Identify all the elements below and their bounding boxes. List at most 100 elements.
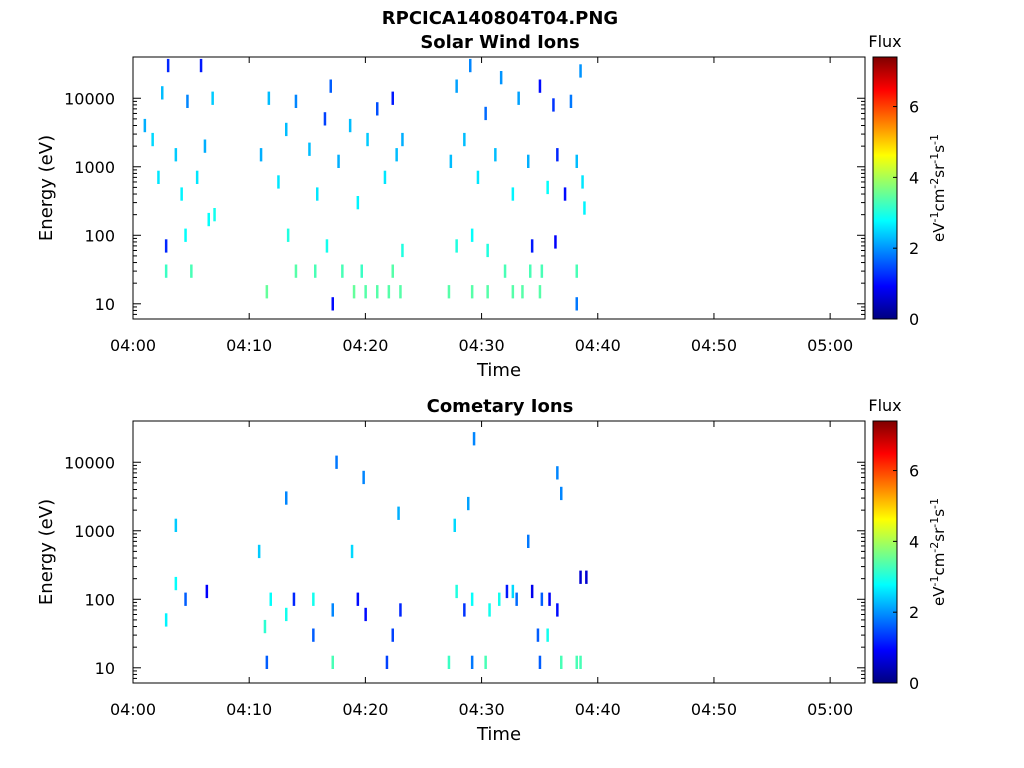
flux-cell <box>540 592 544 606</box>
colorbar-tick-label: 6 <box>909 98 919 117</box>
flux-cell <box>151 132 154 147</box>
flux-cell <box>447 285 451 299</box>
colorbar-title: Flux <box>868 32 901 51</box>
x-tick-label: 04:50 <box>691 700 737 719</box>
flux-cell <box>511 187 515 201</box>
y-tick-label: 10 <box>95 295 115 314</box>
flux-cell <box>569 94 573 108</box>
flux-cell <box>265 655 269 669</box>
flux-cell <box>341 264 344 278</box>
flux-cell <box>356 196 360 210</box>
colorbar-title: Flux <box>868 396 901 415</box>
x-axis-label: Time <box>476 724 521 745</box>
flux-cell <box>455 584 458 599</box>
flux-cell <box>463 603 466 617</box>
flux-cell <box>164 239 168 253</box>
flux-cell <box>161 86 164 100</box>
flux-cell <box>364 285 367 299</box>
flux-cell <box>575 154 578 168</box>
x-tick-label: 04:50 <box>691 336 737 355</box>
flux-cell <box>548 592 551 606</box>
colorbar-label: eV-1cm-2sr-1s-1 <box>928 498 948 606</box>
colorbar <box>872 420 898 684</box>
flux-cell <box>397 506 400 520</box>
colorbar-tick-label: 2 <box>909 239 919 258</box>
flux-cell <box>585 570 588 584</box>
flux-cell <box>385 655 389 669</box>
flux-cell <box>540 264 544 278</box>
x-tick-label: 05:00 <box>807 700 853 719</box>
flux-cell <box>184 592 187 606</box>
x-tick-label: 04:00 <box>110 700 156 719</box>
flux-cell <box>329 79 332 93</box>
flux-cell <box>356 592 360 606</box>
plot-frame <box>132 420 866 684</box>
colorbar-tick-label: 4 <box>909 532 919 551</box>
flux-cell <box>447 655 451 669</box>
flux-cell <box>331 297 334 311</box>
flux-cell <box>285 491 288 505</box>
x-tick-label: 04:20 <box>342 336 388 355</box>
colorbar-tick-label: 0 <box>909 674 919 693</box>
flux-cell <box>376 285 379 299</box>
heatmap-marks <box>164 432 588 669</box>
flux-cell <box>366 132 369 147</box>
flux-cell <box>174 576 178 591</box>
flux-cell <box>335 455 338 469</box>
flux-cell <box>556 603 559 617</box>
flux-cell <box>488 603 491 617</box>
flux-cell <box>180 187 183 201</box>
flux-cell <box>308 142 311 156</box>
flux-cell <box>376 102 379 116</box>
flux-cell <box>166 58 170 73</box>
x-tick-label: 04:30 <box>459 700 505 719</box>
flux-cell <box>579 64 582 78</box>
panel-title: Cometary Ions <box>427 396 574 417</box>
x-tick-label: 05:00 <box>807 336 853 355</box>
flux-cell <box>530 584 534 599</box>
heatmap-marks <box>143 58 586 311</box>
panel-title: Solar Wind Ions <box>420 32 579 53</box>
flux-cell <box>294 264 298 278</box>
flux-cell <box>556 466 559 480</box>
flux-cell <box>494 148 497 162</box>
flux-cell <box>517 91 520 105</box>
flux-cell <box>530 239 534 253</box>
y-axis: 10 100 1000 10000 <box>64 453 865 684</box>
colorbar-tick-label: 6 <box>909 462 919 481</box>
flux-cell <box>484 106 487 121</box>
flux-cell <box>184 228 187 242</box>
flux-cell <box>395 148 398 162</box>
flux-cell <box>575 297 578 311</box>
flux-cell <box>205 584 209 599</box>
flux-cell <box>538 655 542 669</box>
flux-cell <box>285 607 288 622</box>
y-tick-label: 100 <box>84 226 115 245</box>
colorbar-ticks: 0 2 4 6 <box>893 98 919 329</box>
flux-cell <box>213 208 216 222</box>
flux-cell <box>581 175 584 189</box>
colorbar-tick-label: 2 <box>909 603 919 622</box>
solar-wind-ions-panel: Solar Wind Ions 04:00 04:10 04:20 04:30 04:4… <box>36 32 948 381</box>
flux-cell <box>455 239 458 253</box>
flux-cell <box>554 235 557 249</box>
flux-cell <box>259 148 263 162</box>
flux-cell <box>203 139 207 153</box>
flux-cell <box>267 91 271 105</box>
flux-cell <box>583 201 586 215</box>
flux-cell <box>337 154 340 168</box>
flux-cell <box>391 628 394 642</box>
flux-cell <box>269 592 272 606</box>
flux-cell <box>546 628 549 642</box>
colorbar-tick-label: 0 <box>909 310 919 329</box>
flux-cell <box>387 285 391 299</box>
flux-cell <box>174 148 178 162</box>
flux-cell <box>470 655 474 669</box>
flux-cell <box>195 170 199 184</box>
colorbar-tick-label: 4 <box>909 168 919 187</box>
flux-cell <box>455 79 458 93</box>
flux-cell <box>312 592 315 606</box>
cometary-ions-panel: Cometary Ions 04:00 04:10 04:20 04:30 04:40 0… <box>36 396 948 745</box>
flux-cell <box>538 285 542 299</box>
colorbar <box>872 56 898 320</box>
